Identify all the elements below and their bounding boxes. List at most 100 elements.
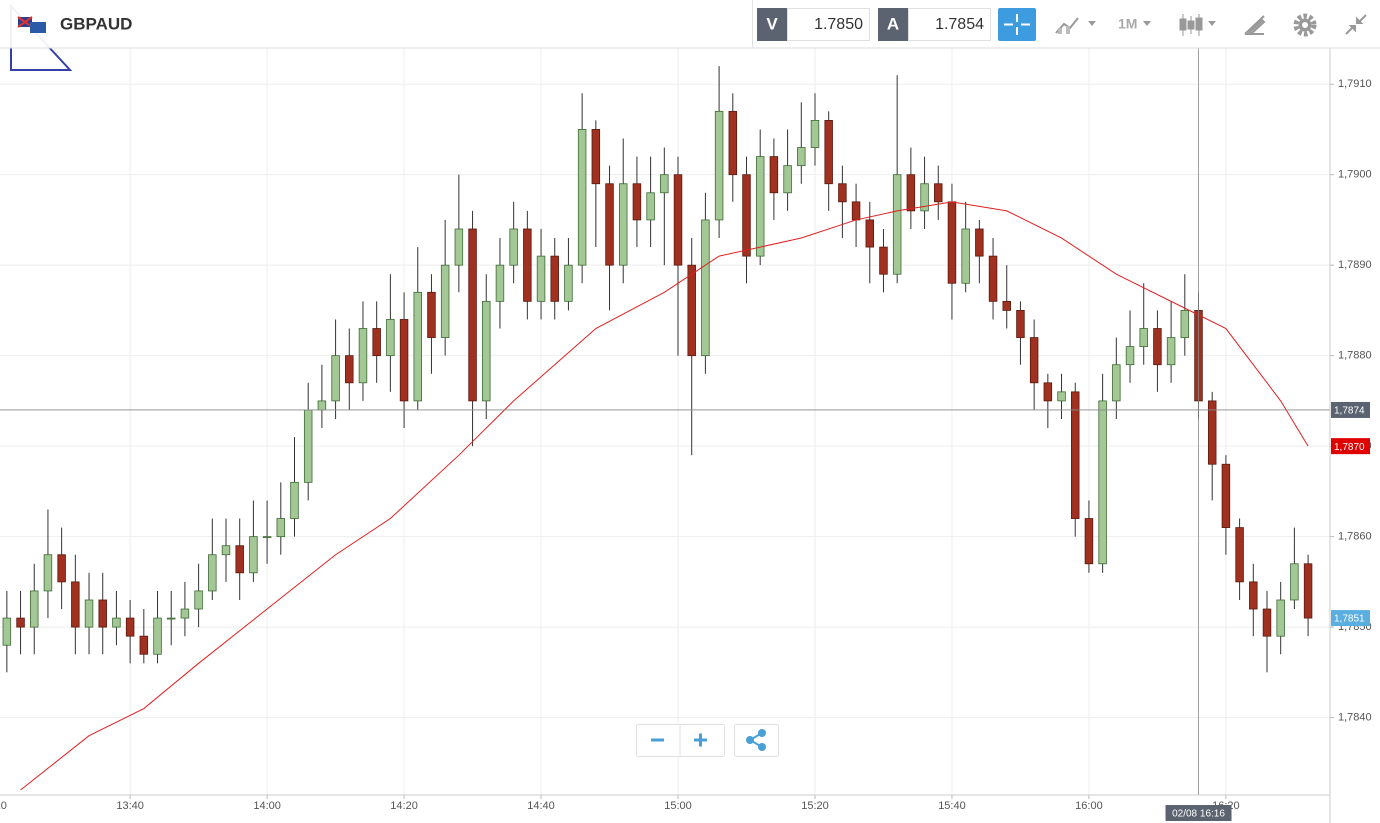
crosshair-time-box <box>1165 805 1232 821</box>
candle-body <box>1180 310 1190 338</box>
candle-body <box>550 255 559 302</box>
timeframe[interactable]: 1M <box>1118 16 1137 32</box>
candle-body <box>71 581 80 628</box>
y-tick-label: 1,7860 <box>1338 531 1372 543</box>
moving-average <box>20 201 1309 791</box>
candle-body <box>646 192 655 221</box>
candle-body <box>892 174 902 275</box>
candle-body <box>98 599 107 628</box>
crosshair-button[interactable] <box>998 8 1036 41</box>
candle-body <box>1153 328 1162 366</box>
candle-body <box>755 156 765 257</box>
x-tick-label: 15:00 <box>664 800 692 812</box>
plot-area <box>0 48 1330 795</box>
candle-body <box>934 183 943 203</box>
flag-icon <box>17 16 46 33</box>
x-tick-label: 15:20 <box>801 800 829 812</box>
y-tick-label: 1,7910 <box>1338 78 1372 90</box>
candle-body <box>57 554 66 583</box>
candle-body <box>1125 346 1135 366</box>
candle-body <box>618 183 628 266</box>
candle-body <box>988 255 998 302</box>
candle-body <box>1043 382 1053 402</box>
candle-body <box>208 554 217 592</box>
crosshair-price: 1,7874 <box>1334 406 1365 417</box>
candle-body <box>975 228 984 257</box>
x-tick-label: 13:40 <box>116 800 144 812</box>
candle-body <box>714 110 724 221</box>
candle-body <box>810 119 820 148</box>
candle-body <box>536 255 546 302</box>
candle-body <box>454 228 464 266</box>
candle-body <box>84 599 94 628</box>
candle-body <box>509 228 518 266</box>
timeframe-arrow <box>1143 21 1151 26</box>
x-tick-label: 16:00 <box>1075 800 1103 812</box>
ask-price: 1.7854 <box>935 16 984 33</box>
bid-tag[interactable] <box>757 8 787 41</box>
candle-body <box>180 608 190 619</box>
candle-body <box>1303 563 1313 619</box>
candle-body <box>221 545 231 556</box>
zoom-in-button[interactable] <box>694 733 707 747</box>
candle-body <box>687 264 696 357</box>
candle-body <box>660 174 669 194</box>
candle-body <box>1221 463 1231 528</box>
candle-body <box>838 183 847 203</box>
chart-type-button[interactable] <box>1055 17 1096 34</box>
symbol: GBPAUD <box>60 14 132 33</box>
x-tick-label: 15:40 <box>938 800 966 812</box>
candle-body <box>564 264 573 302</box>
candle-body <box>783 165 792 194</box>
share-button[interactable] <box>734 724 779 757</box>
candle-body <box>30 590 39 628</box>
candle-body <box>1276 599 1285 637</box>
candle-body <box>194 590 203 610</box>
draw-tool-button[interactable] <box>1244 15 1266 36</box>
candle-body <box>824 119 833 185</box>
candle-body <box>345 355 354 384</box>
candle-body <box>1029 337 1039 384</box>
y-tick-label: 1,7890 <box>1338 259 1372 271</box>
y-tick-label: 1,7840 <box>1338 712 1372 724</box>
candle-body <box>440 264 450 338</box>
toolbar-bg <box>0 0 1380 48</box>
candle-body <box>235 545 244 574</box>
fullscreen-button[interactable] <box>1345 14 1367 35</box>
candle-body <box>413 291 423 402</box>
candle-body <box>125 617 135 637</box>
ask-tag[interactable] <box>878 8 908 41</box>
candle-body <box>1112 364 1121 402</box>
candle-body <box>112 617 121 628</box>
settings-button[interactable] <box>1293 13 1317 37</box>
candle-body <box>1098 400 1107 565</box>
candle-body <box>166 617 176 620</box>
candle-body <box>1070 391 1080 519</box>
candle-body <box>701 219 710 357</box>
candle-body <box>386 319 395 357</box>
zoom-controls <box>636 724 779 757</box>
candle-body <box>865 219 875 248</box>
bid-box[interactable] <box>787 8 870 41</box>
last-price: 1,7851 <box>1334 614 1365 625</box>
candle-body <box>591 129 601 185</box>
x-tick-label: 14:20 <box>390 800 418 812</box>
candle-body <box>16 617 25 628</box>
axes: 1,78401,78501,78601,78701,78801,78901,79… <box>0 78 1372 821</box>
candle-body <box>769 156 779 194</box>
candle-body <box>1249 581 1258 610</box>
candle-body <box>1207 400 1217 465</box>
ask-box[interactable] <box>908 8 991 41</box>
candle-body <box>468 228 477 402</box>
candle-body <box>1002 300 1011 311</box>
last-price-box <box>1331 610 1370 627</box>
candle-type-button[interactable] <box>1179 14 1216 36</box>
candle-body <box>523 228 532 302</box>
candle-body <box>1235 527 1244 583</box>
candle-body <box>43 554 53 592</box>
bid-label: V <box>766 14 778 33</box>
candle-body <box>399 319 409 402</box>
y-tick-label: 1,7900 <box>1338 169 1372 181</box>
